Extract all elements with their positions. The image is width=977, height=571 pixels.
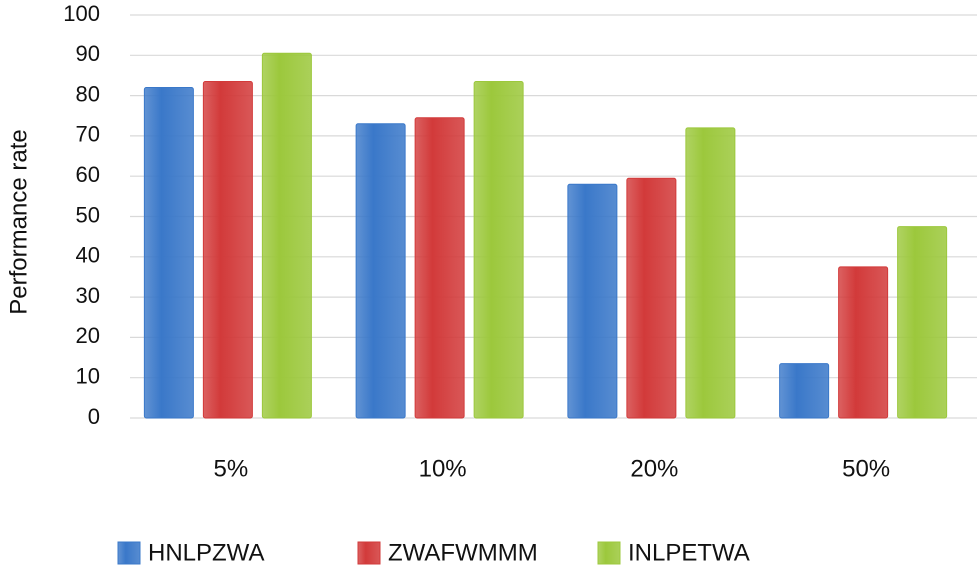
y-tick-label: 90 <box>76 41 100 66</box>
y-tick-label: 70 <box>76 122 100 147</box>
bar <box>567 183 618 419</box>
x-tick-label: 10% <box>419 455 467 482</box>
legend-label: INLPETWA <box>628 539 750 566</box>
legend-label: HNLPZWA <box>148 539 264 566</box>
y-tick-label: 50 <box>76 202 100 227</box>
bar <box>473 80 524 419</box>
y-tick-label: 60 <box>76 162 100 187</box>
legend-swatch <box>357 541 381 565</box>
bar <box>355 123 406 419</box>
x-tick-label: 50% <box>842 455 890 482</box>
bar <box>838 266 889 419</box>
bar <box>626 177 677 419</box>
y-tick-label: 0 <box>88 404 100 429</box>
legend-swatch <box>597 541 621 565</box>
bar <box>414 117 465 419</box>
y-tick-label: 10 <box>76 364 100 389</box>
legend-swatch <box>117 541 141 565</box>
bar <box>685 127 736 419</box>
y-axis-label: Performance rate <box>5 129 32 314</box>
bar <box>897 226 948 419</box>
bar <box>143 87 194 419</box>
x-tick-label: 5% <box>214 455 249 482</box>
y-tick-label: 20 <box>76 323 100 348</box>
y-tick-label: 40 <box>76 243 100 268</box>
y-tick-label: 100 <box>63 1 100 26</box>
bar <box>261 52 312 419</box>
y-tick-label: 30 <box>76 283 100 308</box>
bar <box>779 363 830 419</box>
bar <box>202 80 253 419</box>
y-tick-label: 80 <box>76 81 100 106</box>
legend-label: ZWAFWMMM <box>388 539 538 566</box>
x-tick-label: 20% <box>630 455 678 482</box>
